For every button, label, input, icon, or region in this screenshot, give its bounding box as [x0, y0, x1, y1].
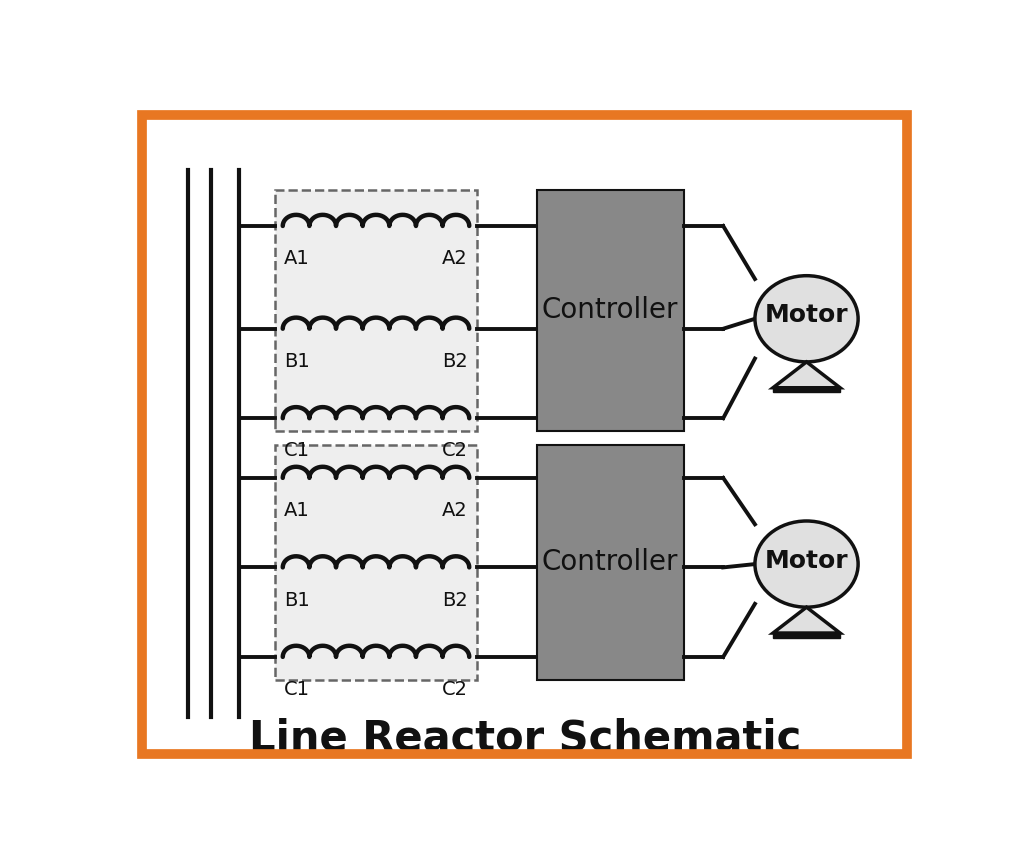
- Text: A2: A2: [442, 249, 468, 268]
- Text: C2: C2: [441, 442, 468, 461]
- Text: A2: A2: [442, 501, 468, 520]
- Bar: [537, 445, 683, 680]
- Text: Controller: Controller: [542, 548, 678, 576]
- Text: A1: A1: [285, 501, 310, 520]
- Bar: [274, 189, 477, 431]
- Circle shape: [755, 276, 858, 362]
- Bar: [773, 633, 840, 638]
- Bar: [773, 387, 840, 393]
- Text: B1: B1: [285, 591, 310, 610]
- Text: C2: C2: [441, 680, 468, 699]
- Text: C1: C1: [285, 680, 310, 699]
- Text: B1: B1: [285, 352, 310, 371]
- Text: C1: C1: [285, 442, 310, 461]
- Polygon shape: [773, 607, 840, 633]
- Text: A1: A1: [285, 249, 310, 268]
- Text: Line Reactor Schematic: Line Reactor Schematic: [249, 717, 801, 759]
- Bar: [537, 189, 683, 431]
- Text: Motor: Motor: [765, 548, 848, 573]
- Text: Motor: Motor: [765, 303, 848, 327]
- Text: Controller: Controller: [542, 296, 678, 325]
- Text: B2: B2: [442, 591, 468, 610]
- Circle shape: [755, 521, 858, 607]
- Polygon shape: [773, 362, 840, 387]
- Bar: [274, 445, 477, 680]
- Text: B2: B2: [442, 352, 468, 371]
